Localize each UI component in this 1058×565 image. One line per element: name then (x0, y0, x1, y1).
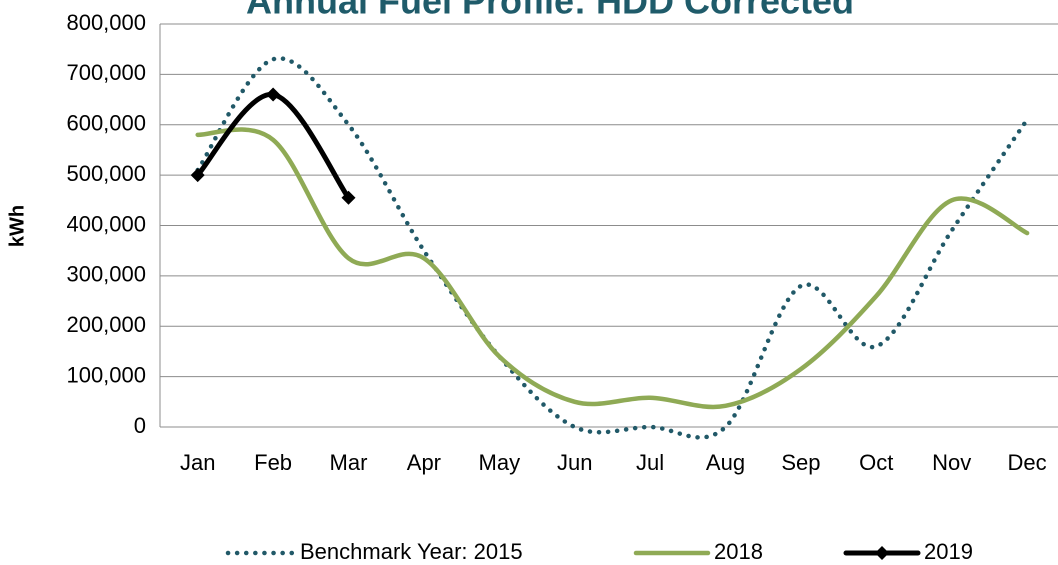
y-tick-label: 500,000 (66, 161, 146, 186)
y-tick-label: 200,000 (66, 312, 146, 337)
x-tick-label: Sep (781, 450, 820, 475)
x-tick-label: Jun (557, 450, 592, 475)
x-tick-label: Jan (180, 450, 215, 475)
point-marker (341, 190, 356, 205)
series-line (195, 56, 1030, 440)
y-tick-label: 800,000 (66, 10, 146, 35)
x-tick-label: Oct (859, 450, 893, 475)
y-tick-label: 0 (134, 413, 146, 438)
point-marker (190, 168, 205, 183)
legend-label: Benchmark Year: 2015 (300, 539, 523, 564)
x-tick-label: Aug (706, 450, 745, 475)
y-tick-label: 700,000 (66, 60, 146, 85)
x-tick-label: Dec (1008, 450, 1047, 475)
x-tick-label: Mar (330, 450, 368, 475)
x-tick-label: Jul (636, 450, 664, 475)
point-marker (266, 87, 281, 102)
x-tick-label: May (479, 450, 521, 475)
x-tick-label: Nov (932, 450, 971, 475)
legend-marker (875, 546, 889, 560)
legend-label: 2019 (924, 539, 973, 564)
y-tick-label: 400,000 (66, 211, 146, 236)
y-tick-label: 100,000 (66, 362, 146, 387)
x-tick-label: Feb (254, 450, 292, 475)
y-tick-label: 300,000 (66, 262, 146, 287)
legend-label: 2018 (714, 539, 763, 564)
chart-title: Annual Fuel Profile: HDD Corrected (246, 0, 854, 22)
series-line (195, 92, 351, 201)
y-axis-label: kWh (6, 205, 28, 247)
y-tick-label: 600,000 (66, 111, 146, 136)
series-line (195, 127, 1030, 410)
x-tick-label: Apr (407, 450, 441, 475)
